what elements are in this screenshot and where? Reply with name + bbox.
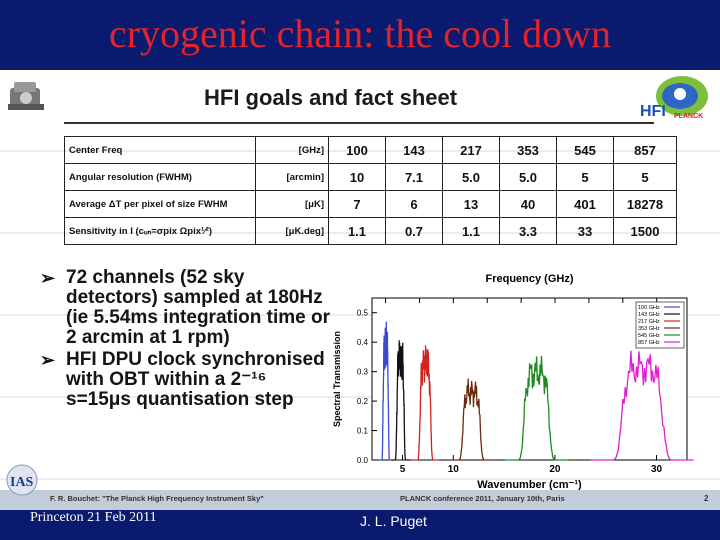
x-tick-label: 10 [448,464,460,475]
legend-label: 545 GHz [638,333,660,339]
table-cell: 5.0 [442,163,500,191]
bullet-text: HFI DPU clock synchronised with OBT with… [66,349,325,410]
fact-table-row: Average ΔT per pixel of size FWHM [μK] 7 6 1… [64,190,677,218]
table-cell: 10 [328,163,386,191]
row-unit: [arcmin] [255,163,329,191]
table-cell: 5 [556,163,614,191]
ias-logo-icon: IAS [6,464,38,496]
y-tick-label: 0.1 [357,427,369,436]
bottom-presenter: J. L. Puget [360,513,427,529]
y-tick-label: 0.4 [357,338,369,347]
row-unit: [GHz] [255,136,329,164]
table-cell: 545 [556,136,614,164]
svg-text:IAS: IAS [10,475,34,490]
footer-author: F. R. Bouchet: "The Planck High Frequenc… [50,494,264,503]
bullet-item: ➢ HFI DPU clock synchronised with OBT wi… [40,350,330,410]
legend-label: 353 GHz [638,326,660,332]
table-cell: 1.1 [328,217,386,245]
bullet-list: ➢ 72 channels (52 sky detectors) sampled… [40,268,330,412]
table-cell: 7 [328,190,386,218]
table-cell: 857 [613,136,677,164]
footer-bar [0,490,720,510]
table-cell: 6 [385,190,443,218]
y-tick-label: 0.2 [357,397,369,406]
table-cell: 5.0 [499,163,557,191]
svg-text:HFI: HFI [640,103,666,120]
series-line-2 [411,345,439,461]
transmission-chart: Frequency (GHz) 0.0 0.1 0.2 0.3 0.4 0.5 5 10 20 30… [332,273,694,491]
y-tick-label: 0.0 [357,456,369,465]
row-unit: [μK.deg] [255,217,329,245]
bullet-item: ➢ 72 channels (52 sky detectors) sampled… [40,268,330,348]
planck-satellite-icon [8,82,44,110]
series-line-3 [449,378,494,461]
fact-table: Center Freq [GHz] 100 143 217 353 545 857 Angula… [64,136,677,245]
y-tick-label: 0.3 [357,368,369,377]
chart-title: Frequency (GHz) [485,273,573,285]
slide-title: cryogenic chain: the cool down [108,11,612,56]
table-cell: 1.1 [442,217,500,245]
y-axis-label: Spectral Transmission [332,331,342,427]
series-line-5 [591,350,694,461]
x-tick-label: 30 [651,464,663,475]
table-cell: 0.7 [385,217,443,245]
table-cell: 18278 [613,190,677,218]
bullet-text: 72 channels (52 sky detectors) sampled a… [66,267,330,348]
table-cell: 100 [328,136,386,164]
row-label: Center Freq [64,136,256,164]
series-line-4 [504,355,569,461]
row-label: Angular resolution (FWHM) [64,163,256,191]
fact-table-row: Angular resolution (FWHM) [arcmin] 10 7.1 5.… [64,163,677,191]
table-cell: 353 [499,136,557,164]
y-tick-label: 0.5 [357,309,369,318]
table-cell: 401 [556,190,614,218]
footer-page-number: 2 [704,494,709,503]
legend-label: 100 GHz [638,305,660,311]
table-cell: 1500 [613,217,677,245]
x-axis-label: Wavenumber (cm⁻¹) [477,479,582,491]
bottom-date: Princeton 21 Feb 2011 [30,510,157,525]
table-cell: 13 [442,190,500,218]
legend-label: 857 GHz [638,340,660,346]
x-tick-label: 5 [400,464,406,475]
legend-label: 143 GHz [638,312,660,318]
table-cell: 7.1 [385,163,443,191]
series-line-1 [391,340,410,461]
table-cell: 3.3 [499,217,557,245]
x-tick-label: 20 [549,464,561,475]
bullet-arrow-icon: ➢ [40,268,56,288]
svg-text:PLANCK: PLANCK [674,113,703,120]
hfi-planck-logo-icon: HFI PLANCK [640,76,708,120]
series-line-0 [379,321,393,461]
table-cell: 40 [499,190,557,218]
legend-box [635,301,685,349]
row-label: Average ΔT per pixel of size FWHM [64,190,256,218]
table-cell: 143 [385,136,443,164]
table-cell: 33 [556,217,614,245]
footer-conference: PLANCK conference 2011, January 10th, Pa… [400,494,565,503]
table-cell: 217 [442,136,500,164]
legend-label: 217 GHz [638,319,660,325]
slide-image: HFI goals and fact sheet HFI PLANCK Cent… [0,70,720,510]
fact-table-row: Sensitivity in I (cᵤₙ=σpix Ωpix¹⁄²) [μK.d… [64,217,677,245]
row-label: Sensitivity in I (cᵤₙ=σpix Ωpix¹⁄²) [64,217,256,245]
bullet-arrow-icon: ➢ [40,350,56,370]
fact-table-row: Center Freq [GHz] 100 143 217 353 545 857 [64,136,677,164]
table-cell: 5 [613,163,677,191]
fact-sheet-title: HFI goals and fact sheet [204,85,458,110]
header-rule [64,122,654,124]
row-unit: [μK] [255,190,329,218]
